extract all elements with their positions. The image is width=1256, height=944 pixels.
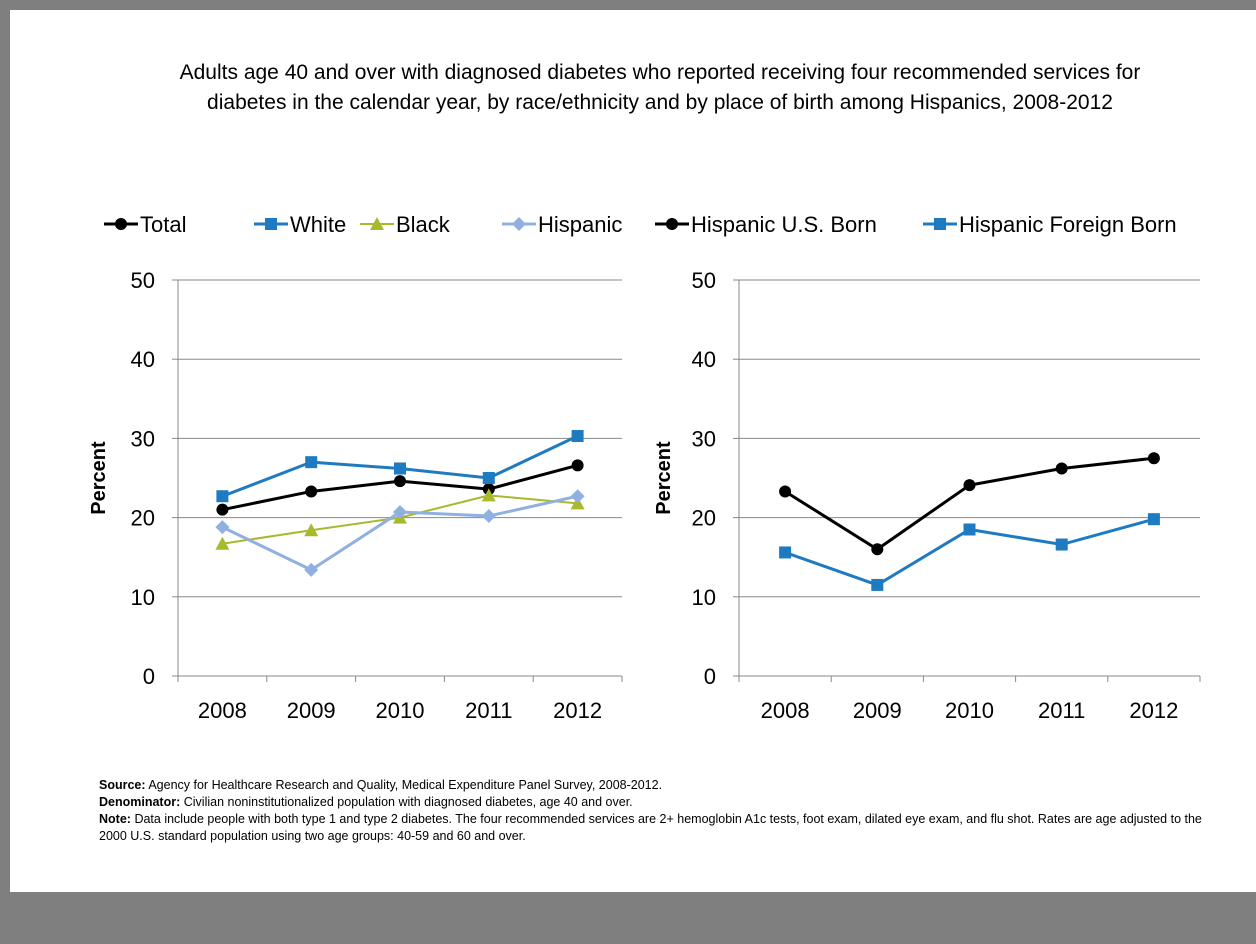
series-white — [216, 430, 584, 503]
y-tick-label: 10 — [692, 585, 716, 610]
legend-marker — [265, 218, 277, 230]
data-point-hispanic-2010 — [393, 505, 407, 520]
x-tick-label-2009: 2009 — [287, 698, 336, 723]
y-tick-label: 30 — [131, 426, 155, 451]
data-point-hispanic-u-s-born-2011 — [1055, 462, 1068, 475]
legend-entry-hispanic-foreign-born: Hispanic Foreign Born — [923, 212, 1177, 237]
data-point-black-2011 — [481, 488, 496, 502]
y-tick-label: 50 — [692, 268, 716, 293]
series-hispanic-u-s-born — [779, 452, 1160, 556]
data-point-hispanic-2008 — [215, 520, 230, 535]
denominator-text: Civilian noninstitutionalized population… — [183, 795, 633, 809]
x-tick-label-2010: 2010 — [376, 698, 425, 723]
source-text: Agency for Healthcare Research and Quali… — [148, 778, 663, 792]
bottom-band — [10, 892, 1256, 944]
source-label: Source: — [99, 778, 146, 792]
legend-marker — [934, 218, 946, 230]
denominator-line: Denominator: Civilian noninstitutionaliz… — [99, 794, 1219, 811]
legend-entry-hispanic: Hispanic — [502, 212, 622, 237]
legend-label: Hispanic Foreign Born — [959, 212, 1177, 237]
data-point-white-2012 — [571, 430, 584, 443]
x-tick-label-2012: 2012 — [553, 698, 602, 723]
data-point-hispanic-foreign-born-2011 — [1055, 538, 1068, 551]
legend-label: Hispanic U.S. Born — [691, 212, 877, 237]
data-point-white-2011 — [482, 472, 495, 484]
x-tick-label-2010: 2010 — [945, 698, 994, 723]
x-tick-label-2008: 2008 — [761, 698, 810, 723]
y-axis-title: Percent — [653, 441, 675, 515]
data-point-hispanic-foreign-born-2012 — [1147, 513, 1160, 526]
y-tick-label: 20 — [131, 506, 155, 531]
y-tick-label: 10 — [131, 585, 155, 610]
data-point-black-2008 — [215, 536, 230, 550]
data-point-hispanic-u-s-born-2012 — [1147, 452, 1160, 465]
y-tick-label: 40 — [131, 347, 155, 372]
data-point-hispanic-u-s-born-2010 — [963, 479, 976, 492]
source-line: Source: Agency for Healthcare Research a… — [99, 777, 1219, 794]
series-total — [216, 459, 584, 516]
x-tick-label-2009: 2009 — [853, 698, 902, 723]
data-point-total-2012 — [571, 459, 584, 472]
data-point-white-2009 — [305, 456, 318, 469]
legend-label: Hispanic — [538, 212, 622, 237]
x-tick-label-2011: 2011 — [465, 698, 512, 723]
data-point-white-2008 — [216, 490, 229, 503]
y-tick-label: 30 — [692, 426, 716, 451]
denominator-label: Denominator: — [99, 795, 181, 809]
slide-panel: Adults age 40 and over with diagnosed di… — [10, 10, 1256, 892]
data-point-hispanic-foreign-born-2008 — [779, 546, 792, 559]
data-point-total-2008 — [216, 503, 229, 516]
data-point-black-2009 — [304, 523, 319, 537]
chart-title: Adults age 40 and over with diagnosed di… — [179, 61, 1141, 114]
data-point-hispanic-2012 — [570, 489, 585, 504]
y-tick-label: 0 — [704, 664, 716, 689]
y-tick-label: 0 — [143, 664, 155, 689]
legend-marker — [666, 218, 678, 230]
legend-label: Black — [396, 212, 451, 237]
x-tick-label-2012: 2012 — [1129, 698, 1178, 723]
data-point-hispanic-u-s-born-2009 — [871, 543, 884, 556]
data-point-hispanic-foreign-born-2009 — [871, 578, 884, 591]
chart-right-place-of-birth: 0 10 20 30 40 50 2008 2009 2010 2011 2012 Percent Hi… — [653, 212, 1201, 723]
legend-entry-black: Black — [360, 212, 451, 237]
legend-label: Total — [140, 212, 186, 237]
data-point-hispanic-2011 — [481, 509, 496, 524]
chart-left-race-ethnicity: 0 10 20 30 40 50 2008 2009 2010 2011 2012 Percent To… — [88, 212, 623, 723]
data-point-white-2010 — [394, 462, 406, 475]
note-label: Note: — [99, 812, 131, 826]
series-hispanic — [215, 489, 585, 577]
data-point-hispanic-u-s-born-2008 — [779, 485, 792, 498]
data-point-total-2009 — [305, 485, 318, 498]
legend-entry-total: Total — [104, 212, 186, 237]
y-tick-label: 40 — [692, 347, 716, 372]
series-hispanic-foreign-born — [779, 513, 1160, 591]
note-text: Data include people with both type 1 and… — [99, 812, 1202, 843]
data-point-hispanic-2009 — [304, 562, 319, 577]
x-tick-label-2008: 2008 — [198, 698, 247, 723]
note-line: Note: Data include people with both type… — [99, 811, 1219, 845]
legend-label: White — [290, 212, 346, 237]
y-tick-label: 20 — [692, 506, 716, 531]
legend-marker — [512, 217, 526, 231]
legend-entry-hispanic-u-s-born: Hispanic U.S. Born — [655, 212, 877, 237]
x-tick-label-2011: 2011 — [1038, 698, 1085, 723]
notes-block: Source: Agency for Healthcare Research a… — [99, 777, 1219, 845]
legend-marker — [370, 217, 384, 230]
legend-marker — [115, 218, 127, 230]
legend-entry-white: White — [254, 212, 346, 237]
y-axis-title: Percent — [88, 441, 110, 515]
data-point-hispanic-foreign-born-2010 — [963, 523, 976, 536]
data-point-total-2010 — [394, 475, 406, 488]
y-tick-label: 50 — [131, 268, 155, 293]
series-black — [215, 488, 585, 550]
